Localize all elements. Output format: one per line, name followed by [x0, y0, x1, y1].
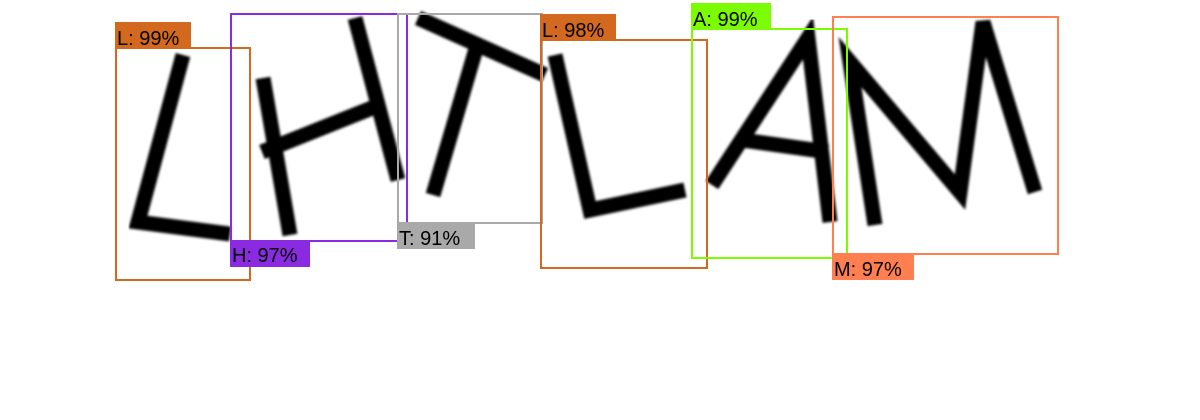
- detection-box-l2: L: 98%: [540, 14, 708, 269]
- label-tag: [691, 3, 771, 29]
- bounding-box: [832, 16, 1059, 255]
- bounding-box: [230, 13, 408, 242]
- detection-box-m: M: 97%: [832, 16, 1059, 281]
- letter-stroke-t: [414, 11, 549, 198]
- detection-label: A: 99%: [693, 9, 758, 31]
- detection-box-l1: L: 99%: [115, 22, 251, 281]
- letter-stroke-l1: [128, 53, 231, 242]
- label-tag: [230, 241, 310, 267]
- label-tag: [397, 223, 475, 249]
- handwritten-text: [128, 11, 1043, 242]
- detection-label: L: 99%: [117, 28, 179, 50]
- detection-label: T: 91%: [399, 228, 460, 250]
- detection-box-h: H: 97%: [230, 13, 408, 267]
- detection-label: L: 98%: [542, 20, 604, 42]
- letter-stroke-m: [838, 19, 1043, 227]
- bounding-box: [540, 39, 708, 269]
- detection-label: H: 97%: [232, 245, 298, 267]
- letter-stroke-h: [255, 16, 406, 237]
- detection-label: M: 97%: [834, 259, 902, 281]
- label-tag: [115, 22, 191, 48]
- letter-stroke-a: [705, 16, 838, 223]
- label-tag: [540, 14, 616, 40]
- label-tag: [832, 254, 914, 280]
- detection-box-a: A: 99%: [691, 3, 848, 259]
- letter-stroke-l2: [547, 53, 687, 219]
